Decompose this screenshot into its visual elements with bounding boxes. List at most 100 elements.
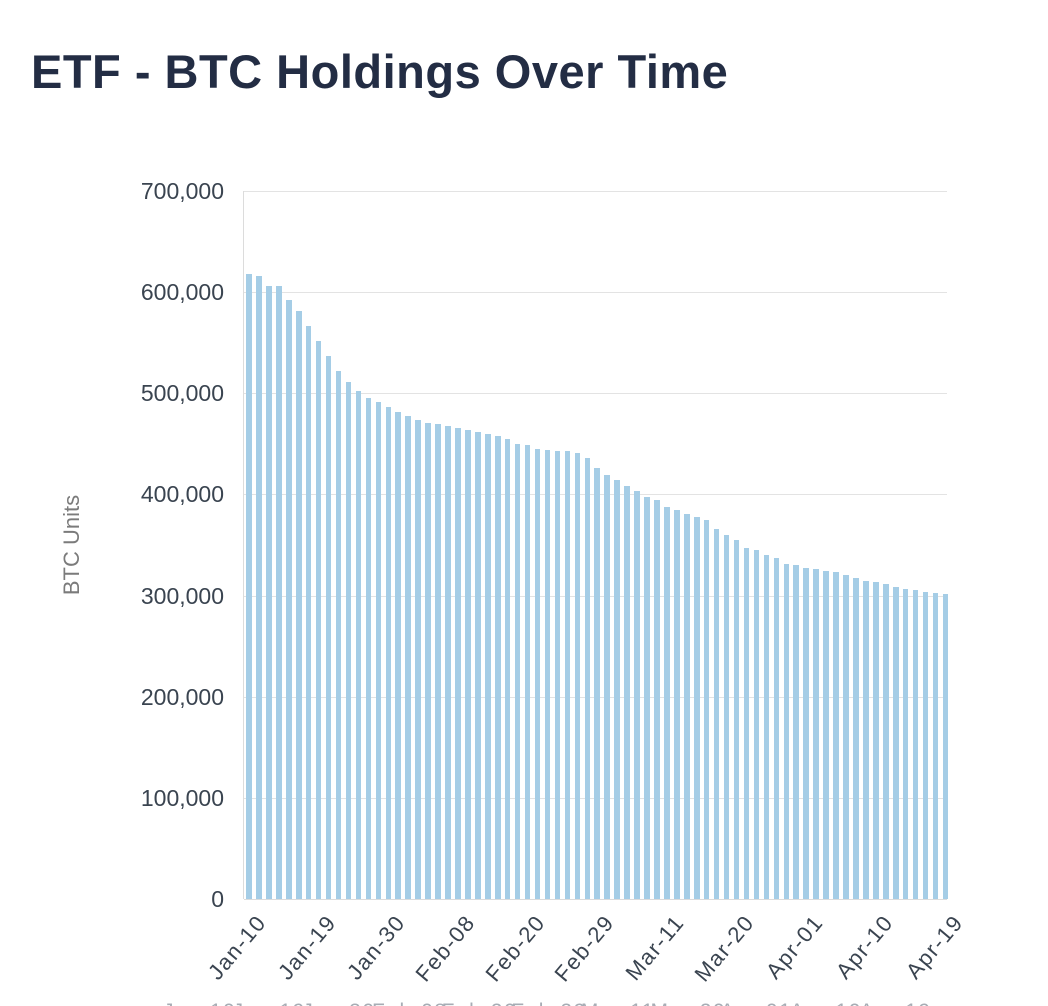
bar[interactable] — [554, 451, 561, 899]
y-tick-label: 700,000 — [140, 178, 224, 204]
bar[interactable] — [266, 285, 272, 899]
bar[interactable] — [514, 443, 521, 899]
bar[interactable] — [763, 554, 770, 899]
bar[interactable] — [912, 590, 919, 899]
bar[interactable] — [902, 588, 909, 899]
bar[interactable] — [485, 433, 491, 899]
bar[interactable] — [305, 326, 312, 899]
y-tick-label: 0 — [211, 886, 224, 912]
bar[interactable] — [644, 497, 650, 899]
x-tick-label: Mar-20 — [688, 910, 759, 987]
bar[interactable] — [246, 273, 252, 899]
y-tick-label: 400,000 — [140, 481, 224, 508]
bar[interactable] — [713, 528, 720, 899]
gridline — [244, 393, 947, 394]
bar[interactable] — [395, 411, 402, 899]
y-tick-label: 600,000 — [140, 279, 224, 306]
bar[interactable] — [873, 582, 879, 899]
y-tick-label: 500,000 — [140, 380, 224, 407]
bar[interactable] — [544, 449, 551, 899]
bar[interactable] — [524, 444, 531, 899]
bar[interactable] — [355, 391, 362, 899]
bar[interactable] — [932, 593, 939, 899]
bar[interactable] — [693, 517, 700, 899]
bar[interactable] — [813, 568, 819, 899]
bar[interactable] — [504, 438, 511, 899]
x-tick-label-clipped: Apr-10 — [790, 1000, 862, 1006]
bar[interactable] — [256, 276, 262, 899]
bar[interactable] — [733, 540, 740, 899]
x-tick-label-clipped: Feb-20 — [442, 1000, 518, 1006]
bar[interactable] — [684, 514, 690, 899]
bar[interactable] — [803, 567, 809, 899]
gridline — [244, 191, 947, 192]
bar[interactable] — [892, 586, 899, 899]
bar[interactable] — [823, 571, 829, 899]
bar[interactable] — [584, 457, 591, 899]
y-tick-label: 200,000 — [140, 683, 224, 710]
bar[interactable] — [564, 451, 571, 899]
bar[interactable] — [664, 506, 670, 899]
bar[interactable] — [325, 356, 332, 899]
bar[interactable] — [335, 371, 342, 899]
bar[interactable] — [494, 436, 501, 899]
x-tick-label: Feb-08 — [410, 910, 481, 987]
x-tick-label-clipped: Mar-20 — [651, 1000, 727, 1006]
x-tick-label-clipped: Apr-19 — [860, 1000, 932, 1006]
chart-title: ETF - BTC Holdings Over Time — [31, 45, 729, 98]
bar[interactable] — [415, 420, 421, 899]
bar[interactable] — [773, 558, 780, 899]
bar[interactable] — [793, 564, 800, 899]
bar[interactable] — [455, 428, 461, 899]
bar[interactable] — [843, 574, 849, 899]
bar[interactable] — [445, 425, 451, 899]
x-tick-label: Jan-30 — [342, 910, 411, 985]
bar[interactable] — [375, 402, 382, 899]
bar[interactable] — [863, 580, 869, 899]
bar[interactable] — [942, 593, 949, 899]
bar[interactable] — [922, 592, 929, 899]
bar[interactable] — [475, 432, 481, 899]
bar[interactable] — [405, 415, 411, 899]
bar[interactable] — [425, 422, 431, 899]
bar[interactable] — [753, 549, 760, 899]
y-tick-label: 300,000 — [140, 582, 224, 609]
bar[interactable] — [624, 486, 630, 899]
x-tick-label-clipped: Apr-01 — [720, 1000, 792, 1006]
bar[interactable] — [674, 509, 680, 899]
bar[interactable] — [295, 311, 302, 899]
bar[interactable] — [594, 467, 601, 899]
x-tick-label: Feb-20 — [479, 910, 550, 987]
bar[interactable] — [435, 424, 441, 899]
bar[interactable] — [534, 448, 541, 899]
bar[interactable] — [276, 285, 282, 899]
x-tick-label: Apr-01 — [760, 910, 829, 984]
bar[interactable] — [465, 430, 471, 899]
bar[interactable] — [315, 340, 322, 899]
y-tick-label: 100,000 — [140, 784, 224, 811]
bar[interactable] — [723, 534, 730, 899]
bar[interactable] — [345, 382, 352, 899]
bar[interactable] — [634, 490, 640, 899]
bar[interactable] — [883, 584, 889, 899]
x-tick-label-clipped: Feb-29 — [511, 1000, 587, 1006]
x-tick-label-clipped: Jan-30 — [302, 1000, 375, 1006]
bar[interactable] — [703, 520, 710, 899]
bar[interactable] — [574, 453, 581, 899]
bar[interactable] — [783, 564, 790, 899]
bar[interactable] — [365, 397, 372, 899]
bar[interactable] — [743, 548, 750, 899]
x-tick-label: Mar-11 — [620, 910, 690, 986]
x-tick-label: Apr-19 — [900, 910, 968, 984]
bar[interactable] — [385, 406, 392, 899]
bar[interactable] — [833, 572, 839, 899]
bar[interactable] — [853, 577, 859, 899]
bar[interactable] — [286, 299, 292, 899]
bar[interactable] — [604, 475, 610, 899]
bar[interactable] — [614, 480, 620, 899]
x-tick-label-clipped: Jan-10 — [163, 1000, 236, 1006]
x-tick-label-clipped: Feb-08 — [372, 1000, 448, 1006]
x-tick-label-clipped: Jan-19 — [233, 1000, 306, 1006]
bar[interactable] — [654, 500, 660, 899]
